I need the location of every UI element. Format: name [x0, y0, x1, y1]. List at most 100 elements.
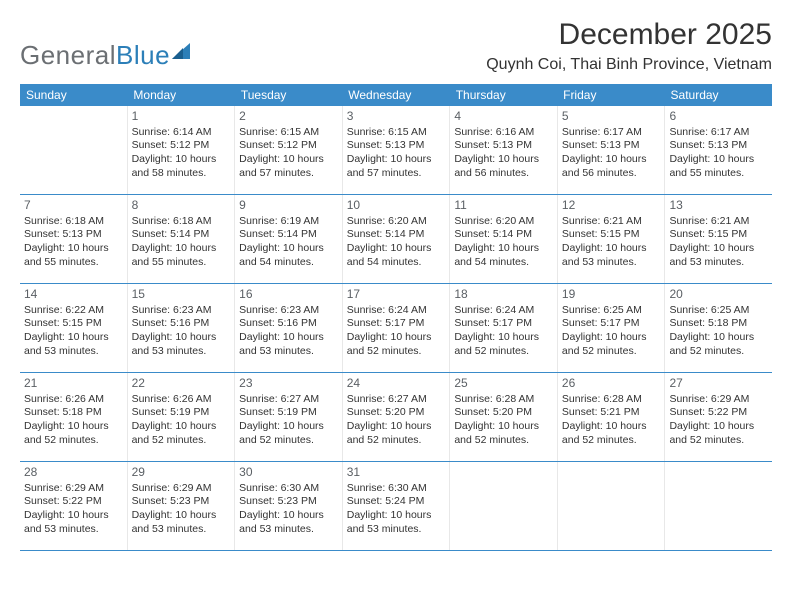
day-cell: 30Sunrise: 6:30 AMSunset: 5:23 PMDayligh…	[235, 462, 343, 550]
day-cell: 21Sunrise: 6:26 AMSunset: 5:18 PMDayligh…	[20, 373, 128, 461]
location-text: Quynh Coi, Thai Binh Province, Vietnam	[486, 56, 772, 74]
sunrise-text: Sunrise: 6:27 AM	[239, 393, 338, 407]
daylight-text: Daylight: 10 hours and 52 minutes.	[24, 420, 123, 447]
day-cell: 19Sunrise: 6:25 AMSunset: 5:17 PMDayligh…	[558, 284, 666, 372]
sunset-text: Sunset: 5:18 PM	[669, 317, 768, 331]
sail-icon	[172, 37, 194, 68]
day-number: 13	[669, 198, 768, 214]
day-cell: 11Sunrise: 6:20 AMSunset: 5:14 PMDayligh…	[450, 195, 558, 283]
sunrise-text: Sunrise: 6:29 AM	[132, 482, 231, 496]
daylight-text: Daylight: 10 hours and 53 minutes.	[132, 331, 231, 358]
sunset-text: Sunset: 5:18 PM	[24, 406, 123, 420]
day-cell: 13Sunrise: 6:21 AMSunset: 5:15 PMDayligh…	[665, 195, 772, 283]
day-number: 30	[239, 465, 338, 481]
day-number: 31	[347, 465, 446, 481]
day-number: 9	[239, 198, 338, 214]
daylight-text: Daylight: 10 hours and 55 minutes.	[24, 242, 123, 269]
sunrise-text: Sunrise: 6:18 AM	[132, 215, 231, 229]
day-of-week-header: Sunday Monday Tuesday Wednesday Thursday…	[20, 84, 772, 106]
day-number: 17	[347, 287, 446, 303]
sunrise-text: Sunrise: 6:24 AM	[454, 304, 553, 318]
day-number: 18	[454, 287, 553, 303]
day-cell: 31Sunrise: 6:30 AMSunset: 5:24 PMDayligh…	[343, 462, 451, 550]
day-cell: 29Sunrise: 6:29 AMSunset: 5:23 PMDayligh…	[128, 462, 236, 550]
day-number: 24	[347, 376, 446, 392]
month-title: December 2025	[486, 18, 772, 52]
day-cell: 28Sunrise: 6:29 AMSunset: 5:22 PMDayligh…	[20, 462, 128, 550]
sunrise-text: Sunrise: 6:17 AM	[669, 126, 768, 140]
sunset-text: Sunset: 5:13 PM	[454, 139, 553, 153]
sunrise-text: Sunrise: 6:19 AM	[239, 215, 338, 229]
week-row: 14Sunrise: 6:22 AMSunset: 5:15 PMDayligh…	[20, 284, 772, 373]
dow-monday: Monday	[127, 84, 234, 106]
day-cell: 14Sunrise: 6:22 AMSunset: 5:15 PMDayligh…	[20, 284, 128, 372]
sunset-text: Sunset: 5:21 PM	[562, 406, 661, 420]
day-number: 27	[669, 376, 768, 392]
daylight-text: Daylight: 10 hours and 53 minutes.	[669, 242, 768, 269]
day-cell	[20, 106, 128, 194]
day-number: 20	[669, 287, 768, 303]
sunrise-text: Sunrise: 6:28 AM	[562, 393, 661, 407]
dow-sunday: Sunday	[20, 84, 127, 106]
sunrise-text: Sunrise: 6:15 AM	[347, 126, 446, 140]
sunset-text: Sunset: 5:24 PM	[347, 495, 446, 509]
sunset-text: Sunset: 5:15 PM	[562, 228, 661, 242]
day-cell	[558, 462, 666, 550]
dow-friday: Friday	[557, 84, 664, 106]
sunrise-text: Sunrise: 6:24 AM	[347, 304, 446, 318]
day-cell: 10Sunrise: 6:20 AMSunset: 5:14 PMDayligh…	[343, 195, 451, 283]
logo-text-blue: Blue	[116, 40, 170, 71]
daylight-text: Daylight: 10 hours and 52 minutes.	[132, 420, 231, 447]
sunrise-text: Sunrise: 6:18 AM	[24, 215, 123, 229]
day-number: 1	[132, 109, 231, 125]
sunrise-text: Sunrise: 6:21 AM	[669, 215, 768, 229]
daylight-text: Daylight: 10 hours and 53 minutes.	[347, 509, 446, 536]
day-cell: 26Sunrise: 6:28 AMSunset: 5:21 PMDayligh…	[558, 373, 666, 461]
day-cell	[450, 462, 558, 550]
day-cell	[665, 462, 772, 550]
sunset-text: Sunset: 5:12 PM	[239, 139, 338, 153]
day-number: 15	[132, 287, 231, 303]
day-number: 11	[454, 198, 553, 214]
day-number: 2	[239, 109, 338, 125]
sunset-text: Sunset: 5:23 PM	[132, 495, 231, 509]
daylight-text: Daylight: 10 hours and 57 minutes.	[347, 153, 446, 180]
day-number: 10	[347, 198, 446, 214]
day-cell: 20Sunrise: 6:25 AMSunset: 5:18 PMDayligh…	[665, 284, 772, 372]
logo: GeneralBlue	[20, 33, 194, 74]
sunrise-text: Sunrise: 6:23 AM	[132, 304, 231, 318]
sunset-text: Sunset: 5:13 PM	[669, 139, 768, 153]
daylight-text: Daylight: 10 hours and 53 minutes.	[24, 509, 123, 536]
sunrise-text: Sunrise: 6:28 AM	[454, 393, 553, 407]
day-number: 22	[132, 376, 231, 392]
dow-tuesday: Tuesday	[235, 84, 342, 106]
day-cell: 7Sunrise: 6:18 AMSunset: 5:13 PMDaylight…	[20, 195, 128, 283]
day-cell: 17Sunrise: 6:24 AMSunset: 5:17 PMDayligh…	[343, 284, 451, 372]
title-block: December 2025 Quynh Coi, Thai Binh Provi…	[486, 18, 772, 74]
sunset-text: Sunset: 5:14 PM	[347, 228, 446, 242]
day-cell: 22Sunrise: 6:26 AMSunset: 5:19 PMDayligh…	[128, 373, 236, 461]
sunset-text: Sunset: 5:15 PM	[24, 317, 123, 331]
day-cell: 3Sunrise: 6:15 AMSunset: 5:13 PMDaylight…	[343, 106, 451, 194]
day-number: 8	[132, 198, 231, 214]
sunset-text: Sunset: 5:16 PM	[132, 317, 231, 331]
sunset-text: Sunset: 5:13 PM	[562, 139, 661, 153]
sunset-text: Sunset: 5:14 PM	[239, 228, 338, 242]
day-number: 25	[454, 376, 553, 392]
dow-thursday: Thursday	[450, 84, 557, 106]
sunrise-text: Sunrise: 6:23 AM	[239, 304, 338, 318]
daylight-text: Daylight: 10 hours and 58 minutes.	[132, 153, 231, 180]
daylight-text: Daylight: 10 hours and 52 minutes.	[454, 331, 553, 358]
daylight-text: Daylight: 10 hours and 52 minutes.	[562, 331, 661, 358]
sunset-text: Sunset: 5:19 PM	[239, 406, 338, 420]
day-number: 26	[562, 376, 661, 392]
daylight-text: Daylight: 10 hours and 54 minutes.	[347, 242, 446, 269]
day-cell: 4Sunrise: 6:16 AMSunset: 5:13 PMDaylight…	[450, 106, 558, 194]
sunset-text: Sunset: 5:19 PM	[132, 406, 231, 420]
day-number: 4	[454, 109, 553, 125]
sunrise-text: Sunrise: 6:25 AM	[562, 304, 661, 318]
daylight-text: Daylight: 10 hours and 53 minutes.	[239, 331, 338, 358]
day-cell: 12Sunrise: 6:21 AMSunset: 5:15 PMDayligh…	[558, 195, 666, 283]
sunrise-text: Sunrise: 6:30 AM	[239, 482, 338, 496]
sunrise-text: Sunrise: 6:30 AM	[347, 482, 446, 496]
